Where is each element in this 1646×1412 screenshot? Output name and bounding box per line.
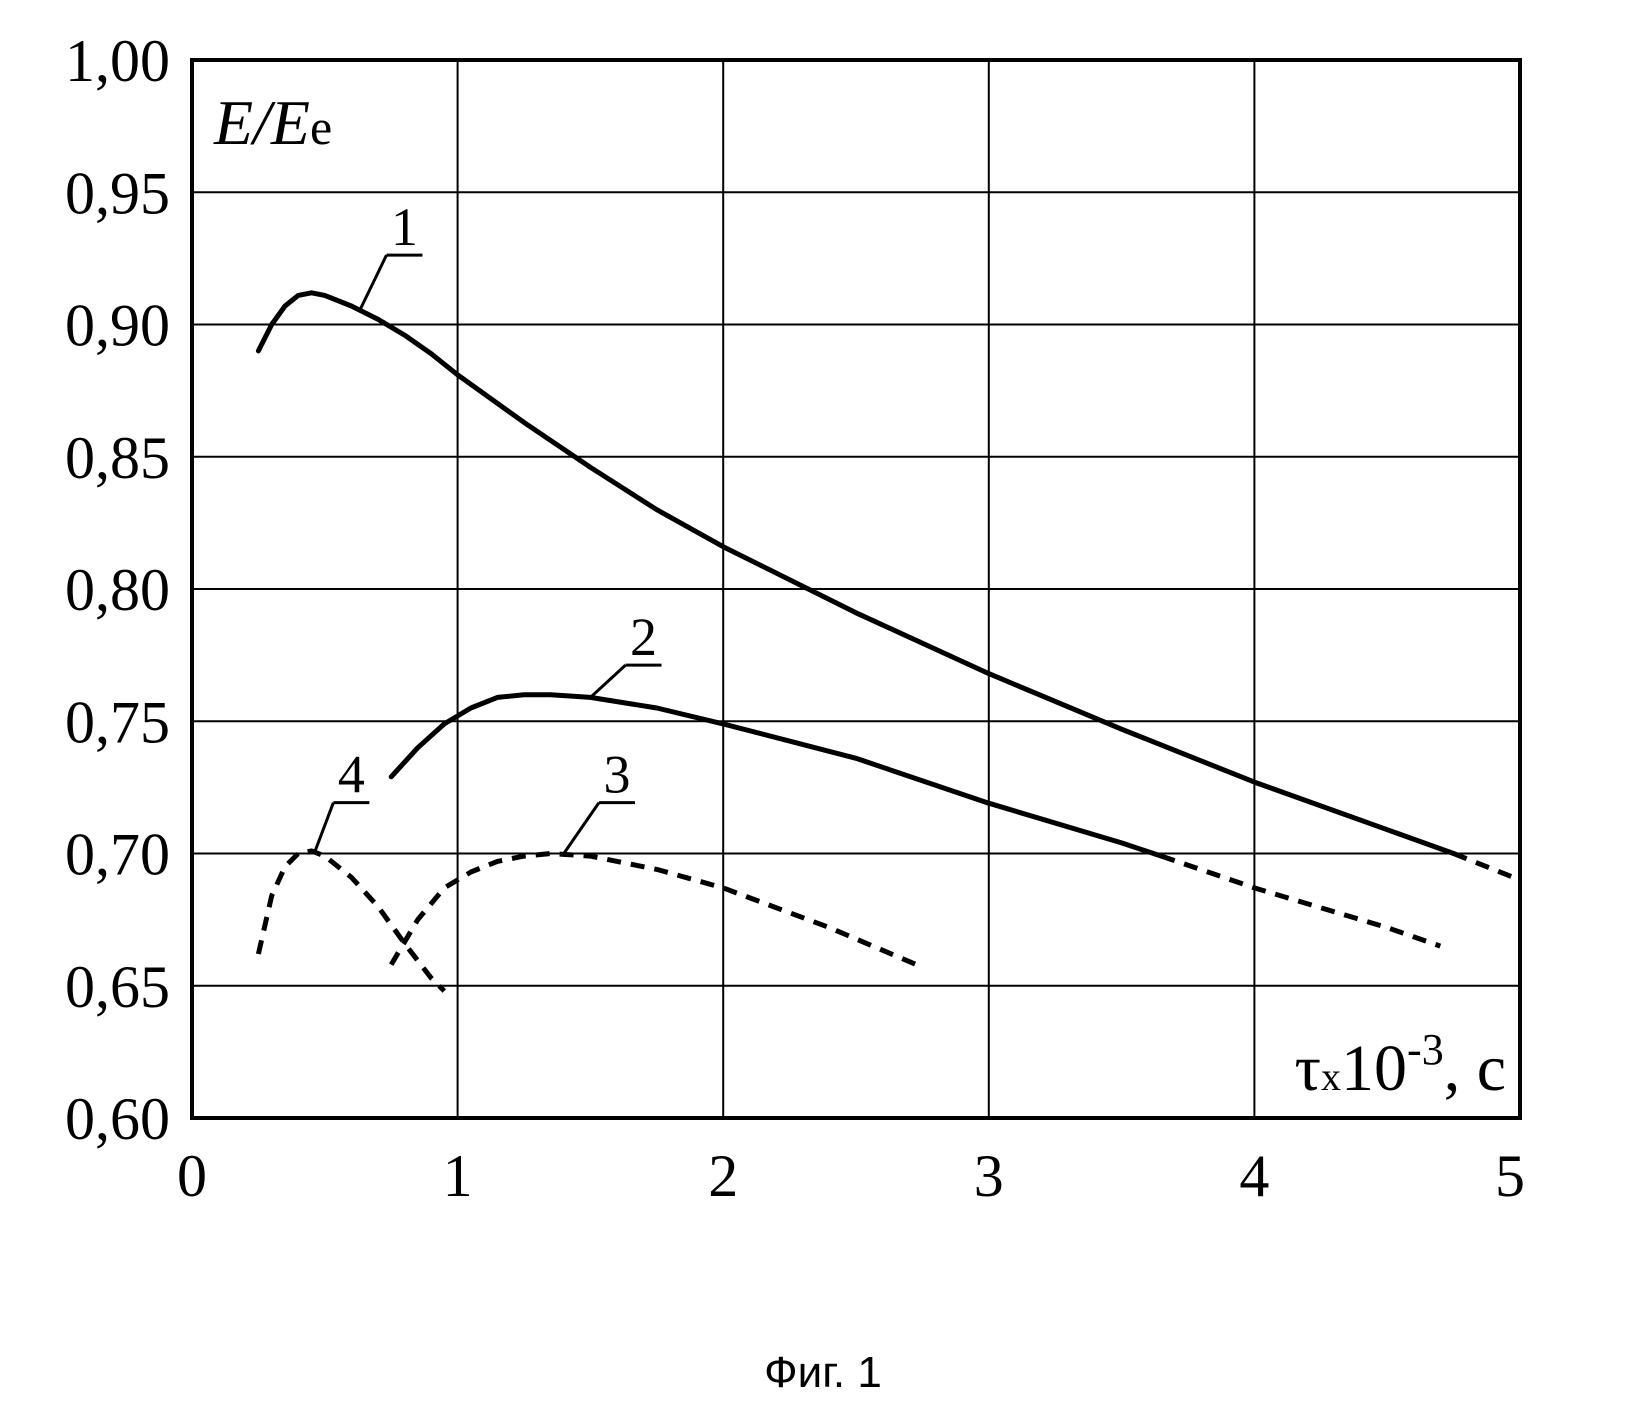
curve-label-leader-4 bbox=[314, 803, 333, 854]
curve-label-text-2: 2 bbox=[630, 607, 657, 667]
x-axis-label-rest: 10 bbox=[1341, 1032, 1407, 1105]
series-lines bbox=[258, 293, 1520, 991]
figure-caption: Фиг. 1 bbox=[0, 1348, 1646, 1398]
y-tick-label-0: 0,60 bbox=[65, 1086, 170, 1152]
curve-label-text-1: 1 bbox=[391, 197, 418, 257]
series-3 bbox=[391, 854, 922, 968]
curve-label-2: 2 bbox=[590, 607, 661, 697]
curve-label-leader-1 bbox=[359, 255, 386, 311]
x-axis-label: τx10-3, с bbox=[1295, 1025, 1506, 1105]
series-1 bbox=[258, 293, 1520, 880]
x-tick-label-2: 2 bbox=[708, 1143, 738, 1209]
y-tick-label-5: 0,85 bbox=[65, 425, 170, 491]
series-2-segment-1 bbox=[1161, 856, 1440, 946]
x-tick-label-5: 5 bbox=[1495, 1143, 1525, 1209]
series-1-segment-0 bbox=[258, 293, 1453, 854]
curve-label-4: 4 bbox=[314, 745, 369, 854]
x-axis-label-unit: , с bbox=[1444, 1032, 1506, 1105]
y-tick-label-8: 1,00 bbox=[65, 28, 170, 94]
curve-label-text-3: 3 bbox=[603, 745, 630, 805]
x-axis-label-sub: x bbox=[1321, 1054, 1341, 1099]
x-tick-label-1: 1 bbox=[443, 1143, 473, 1209]
x-axis-label-exp: -3 bbox=[1407, 1025, 1444, 1074]
x-tick-label-3: 3 bbox=[974, 1143, 1004, 1209]
curve-label-text-4: 4 bbox=[338, 745, 365, 805]
series-3-segment-0 bbox=[391, 854, 922, 968]
x-axis-label-main: τ bbox=[1295, 1032, 1322, 1105]
y-axis-label-main: E/E bbox=[213, 87, 310, 158]
y-axis-label-sub: e bbox=[310, 99, 332, 155]
series-1-segment-1 bbox=[1454, 854, 1520, 881]
y-axis-label: E/Ee bbox=[213, 87, 332, 158]
y-tick-label-4: 0,80 bbox=[65, 557, 170, 623]
y-tick-label-7: 0,95 bbox=[65, 160, 170, 226]
curve-label-3: 3 bbox=[564, 745, 635, 854]
curve-label-1: 1 bbox=[359, 197, 422, 311]
x-tick-label-0: 0 bbox=[177, 1143, 207, 1209]
series-2-segment-0 bbox=[391, 695, 1161, 856]
curve-label-leader-2 bbox=[590, 665, 625, 697]
curve-labels: 1 2 3 4 bbox=[314, 197, 661, 853]
y-tick-label-3: 0,75 bbox=[65, 689, 170, 755]
curve-label-leader-3 bbox=[564, 803, 599, 854]
y-tick-label-1: 0,65 bbox=[65, 954, 170, 1020]
x-tick-label-4: 4 bbox=[1239, 1143, 1269, 1209]
y-tick-label-6: 0,90 bbox=[65, 293, 170, 359]
series-2 bbox=[391, 695, 1440, 946]
y-tick-label-2: 0,70 bbox=[65, 822, 170, 888]
